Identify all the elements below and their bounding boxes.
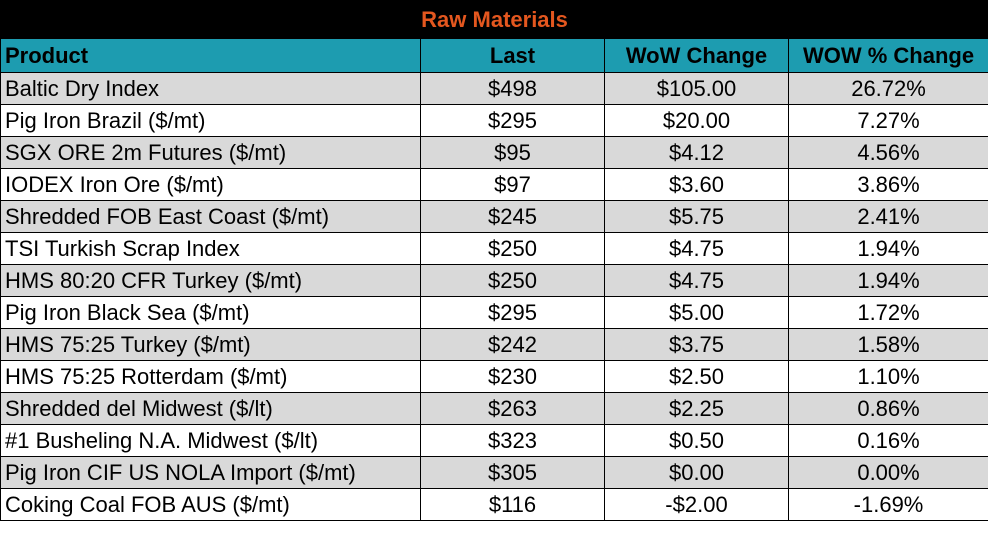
- cell-wow-change: -$2.00: [604, 488, 789, 521]
- cell-wow-change: $5.00: [604, 296, 789, 329]
- cell-last: $295: [420, 296, 605, 329]
- cell-product: HMS 80:20 CFR Turkey ($/mt): [0, 264, 421, 297]
- cell-wow-pct-change: 2.41%: [787, 200, 988, 233]
- table-row: Pig Iron Black Sea ($/mt) $295 $5.00 1.7…: [0, 296, 988, 329]
- cell-wow-change: $4.12: [604, 136, 789, 169]
- cell-product: Shredded FOB East Coast ($/mt): [0, 200, 421, 233]
- table-row: TSI Turkish Scrap Index $250 $4.75 1.94%: [0, 232, 988, 265]
- cell-product: Pig Iron CIF US NOLA Import ($/mt): [0, 456, 421, 489]
- cell-product: HMS 75:25 Turkey ($/mt): [0, 328, 421, 361]
- table-row: Pig Iron CIF US NOLA Import ($/mt) $305 …: [0, 456, 988, 489]
- cell-wow-pct-change: 1.10%: [787, 360, 988, 393]
- table-row: Coking Coal FOB AUS ($/mt) $116 -$2.00 -…: [0, 488, 988, 521]
- table-row: Shredded del Midwest ($/lt) $263 $2.25 0…: [0, 392, 988, 425]
- table-body: Baltic Dry Index $498 $105.00 26.72% Pig…: [0, 72, 988, 521]
- cell-wow-change: $2.25: [604, 392, 789, 425]
- cell-last: $323: [420, 424, 605, 457]
- cell-product: Pig Iron Black Sea ($/mt): [0, 296, 421, 329]
- table-row: Shredded FOB East Coast ($/mt) $245 $5.7…: [0, 200, 988, 233]
- cell-wow-pct-change: 1.58%: [787, 328, 988, 361]
- cell-product: IODEX Iron Ore ($/mt): [0, 168, 421, 201]
- cell-product: SGX ORE 2m Futures ($/mt): [0, 136, 421, 169]
- cell-last: $498: [420, 72, 605, 105]
- cell-last: $250: [420, 264, 605, 297]
- cell-last: $242: [420, 328, 605, 361]
- table-title: Raw Materials: [0, 0, 988, 39]
- cell-wow-pct-change: 7.27%: [787, 104, 988, 137]
- cell-wow-change: $2.50: [604, 360, 789, 393]
- table-row: SGX ORE 2m Futures ($/mt) $95 $4.12 4.56…: [0, 136, 988, 169]
- raw-materials-table: Raw Materials Product Last WoW Change WO…: [0, 0, 988, 521]
- cell-last: $245: [420, 200, 605, 233]
- cell-wow-pct-change: 0.86%: [787, 392, 988, 425]
- table-row: Pig Iron Brazil ($/mt) $295 $20.00 7.27%: [0, 104, 988, 137]
- cell-wow-change: $3.75: [604, 328, 789, 361]
- cell-wow-pct-change: 26.72%: [787, 72, 988, 105]
- cell-wow-change: $0.00: [604, 456, 789, 489]
- cell-product: Pig Iron Brazil ($/mt): [0, 104, 421, 137]
- cell-product: #1 Busheling N.A. Midwest ($/lt): [0, 424, 421, 457]
- cell-last: $95: [420, 136, 605, 169]
- table-row: Baltic Dry Index $498 $105.00 26.72%: [0, 72, 988, 105]
- header-wow-change: WoW Change: [604, 38, 789, 73]
- cell-wow-pct-change: 0.16%: [787, 424, 988, 457]
- cell-product: HMS 75:25 Rotterdam ($/mt): [0, 360, 421, 393]
- cell-last: $230: [420, 360, 605, 393]
- cell-wow-pct-change: 3.86%: [787, 168, 988, 201]
- cell-last: $97: [420, 168, 605, 201]
- cell-last: $116: [420, 488, 605, 521]
- cell-product: Coking Coal FOB AUS ($/mt): [0, 488, 421, 521]
- cell-wow-change: $20.00: [604, 104, 789, 137]
- table-title-row: Raw Materials: [0, 0, 988, 39]
- cell-wow-change: $3.60: [604, 168, 789, 201]
- cell-wow-change: $105.00: [604, 72, 789, 105]
- table-row: HMS 75:25 Rotterdam ($/mt) $230 $2.50 1.…: [0, 360, 988, 393]
- cell-last: $250: [420, 232, 605, 265]
- cell-wow-pct-change: 1.94%: [787, 264, 988, 297]
- cell-wow-pct-change: 4.56%: [787, 136, 988, 169]
- table-header-row: Product Last WoW Change WOW % Change: [0, 38, 988, 73]
- header-product: Product: [0, 38, 421, 73]
- cell-wow-pct-change: 1.72%: [787, 296, 988, 329]
- cell-last: $295: [420, 104, 605, 137]
- table-row: IODEX Iron Ore ($/mt) $97 $3.60 3.86%: [0, 168, 988, 201]
- cell-last: $263: [420, 392, 605, 425]
- cell-wow-pct-change: 1.94%: [787, 232, 988, 265]
- cell-wow-change: $4.75: [604, 264, 789, 297]
- cell-product: TSI Turkish Scrap Index: [0, 232, 421, 265]
- header-wow-pct-change: WOW % Change: [787, 38, 988, 73]
- cell-wow-pct-change: 0.00%: [787, 456, 988, 489]
- cell-last: $305: [420, 456, 605, 489]
- header-last: Last: [420, 38, 605, 73]
- cell-product: Shredded del Midwest ($/lt): [0, 392, 421, 425]
- table-row: HMS 75:25 Turkey ($/mt) $242 $3.75 1.58%: [0, 328, 988, 361]
- cell-wow-change: $5.75: [604, 200, 789, 233]
- table-row: #1 Busheling N.A. Midwest ($/lt) $323 $0…: [0, 424, 988, 457]
- cell-product: Baltic Dry Index: [0, 72, 421, 105]
- cell-wow-pct-change: -1.69%: [787, 488, 988, 521]
- table-row: HMS 80:20 CFR Turkey ($/mt) $250 $4.75 1…: [0, 264, 988, 297]
- cell-wow-change: $0.50: [604, 424, 789, 457]
- cell-wow-change: $4.75: [604, 232, 789, 265]
